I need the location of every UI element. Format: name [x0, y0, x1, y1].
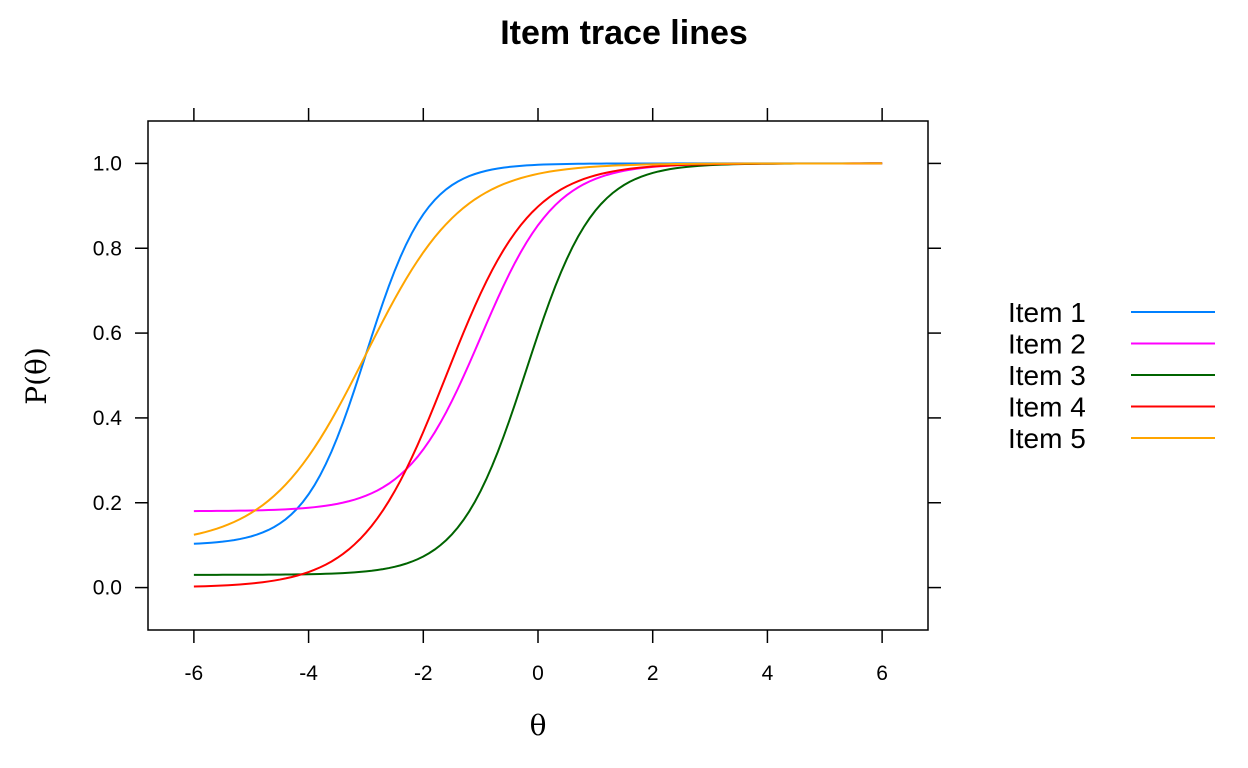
y-tick-label: 1.0 — [93, 152, 122, 175]
series-line-item-5 — [193, 162, 883, 536]
legend-label: Item 4 — [1008, 392, 1086, 423]
x-tick-label: -6 — [185, 662, 204, 685]
legend-label: Item 1 — [1008, 297, 1086, 328]
series-line-item-1 — [193, 162, 883, 545]
x-tick-label: 0 — [532, 662, 544, 685]
y-tick-label: 0.2 — [93, 492, 122, 515]
y-tick-label: 0.6 — [93, 322, 122, 345]
chart-title: Item trace lines — [500, 14, 748, 52]
x-tick-label: 6 — [876, 662, 888, 685]
y-tick-label: 0.8 — [93, 237, 122, 260]
legend-label: Item 3 — [1008, 360, 1086, 391]
y-tick-label: 0.4 — [93, 407, 123, 430]
x-tick-label: 2 — [647, 662, 659, 685]
y-axis-label: P(θ) — [20, 347, 53, 405]
x-tick-label: -4 — [299, 662, 318, 685]
legend-label: Item 2 — [1008, 329, 1086, 360]
trace-lines — [193, 162, 883, 588]
axis-ticks: -6 -4 -2 0 2 4 6 0.0 0.2 0.4 0.6 0.8 1.0 — [93, 108, 941, 685]
x-tick-label: -2 — [414, 662, 433, 685]
y-tick-label: 0.0 — [93, 577, 122, 600]
x-axis-label: θ — [530, 709, 547, 742]
plot-frame — [147, 120, 929, 631]
x-tick-label: 4 — [762, 662, 774, 685]
legend-label: Item 5 — [1008, 423, 1086, 454]
